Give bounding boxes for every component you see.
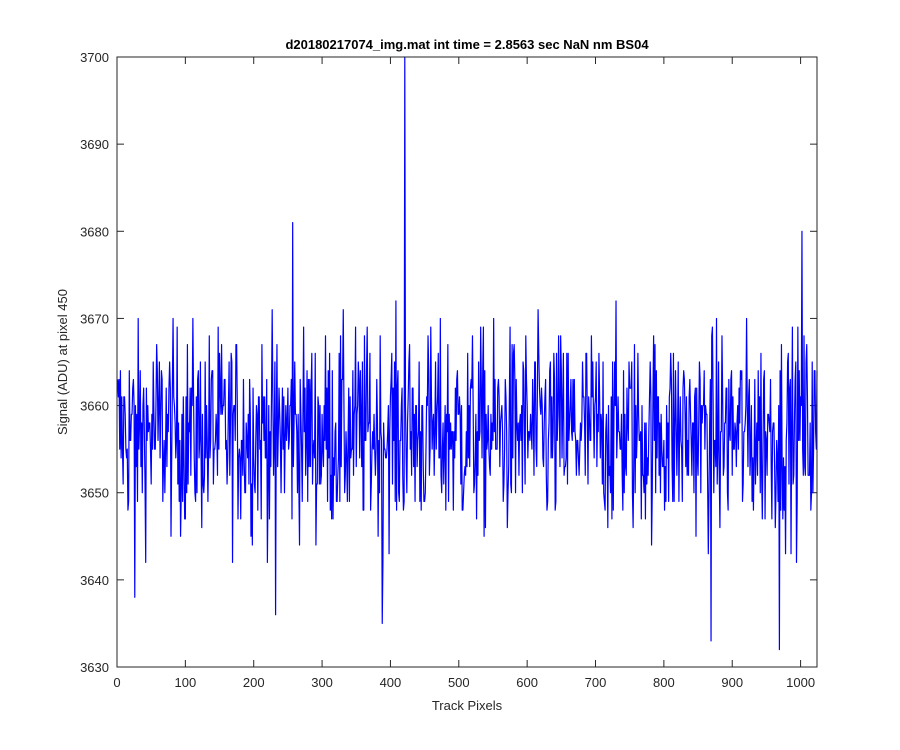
x-tick-label: 900	[721, 675, 743, 690]
x-tick-label: 600	[516, 675, 538, 690]
y-tick-label: 3650	[80, 486, 109, 501]
y-tick-label: 3690	[80, 137, 109, 152]
y-tick-label: 3640	[80, 573, 109, 588]
x-axis-label: Track Pixels	[432, 698, 503, 713]
y-tick-label: 3700	[80, 50, 109, 65]
x-tick-label: 1000	[786, 675, 815, 690]
y-tick-label: 3680	[80, 224, 109, 239]
x-tick-label: 200	[243, 675, 265, 690]
y-tick-label: 3630	[80, 660, 109, 675]
x-tick-label: 100	[175, 675, 197, 690]
series-line	[117, 56, 818, 651]
y-axis-ticks: 3630 3640 3650 3660 3670 3680 3690 3700	[80, 50, 817, 675]
x-tick-label: 400	[380, 675, 402, 690]
y-tick-label: 3670	[80, 311, 109, 326]
x-axis-ticks: 0 100 200 300 400 500 600 700 800 900 1000	[113, 57, 815, 690]
chart-title: d20180217074_img.mat int time = 2.8563 s…	[285, 37, 649, 52]
plot-frame	[116, 56, 818, 668]
x-tick-label: 800	[653, 675, 675, 690]
y-tick-label: 3660	[80, 399, 109, 414]
x-tick-label: 300	[311, 675, 333, 690]
plot-area	[117, 57, 817, 667]
x-tick-label: 700	[585, 675, 607, 690]
x-tick-label: 0	[113, 675, 120, 690]
x-tick-label: 500	[448, 675, 470, 690]
series-layer	[117, 56, 818, 651]
y-axis-label: Signal (ADU) at pixel 450	[55, 289, 70, 435]
